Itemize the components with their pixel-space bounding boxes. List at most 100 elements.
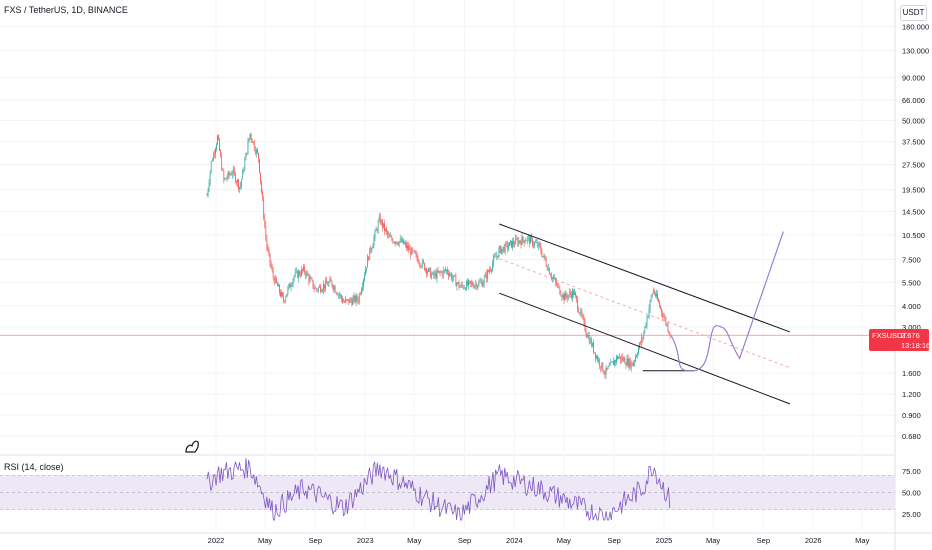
candle-body xyxy=(245,153,247,161)
candle-body xyxy=(602,362,604,372)
candle-body xyxy=(351,300,353,305)
candle-body xyxy=(336,293,338,296)
candle-body xyxy=(268,249,270,254)
candle-body xyxy=(460,283,462,287)
candle-body xyxy=(221,156,223,170)
candle-body xyxy=(590,339,592,347)
candle-body xyxy=(264,217,266,226)
candle-body xyxy=(585,330,587,335)
candle-body xyxy=(261,181,262,192)
candle-body xyxy=(378,216,380,222)
candle-body xyxy=(424,263,425,270)
rsi-axis: 75.00 50.00 25.00 xyxy=(902,467,921,519)
candle-body xyxy=(375,229,377,231)
time-tick-label: Sep xyxy=(607,536,620,545)
price-tick-label: 10.500 xyxy=(902,231,925,240)
candle-body xyxy=(493,257,495,264)
channel-mid-line xyxy=(499,258,791,369)
time-tick-label: May xyxy=(855,536,869,545)
candle-body xyxy=(267,247,269,250)
candle-body xyxy=(228,172,230,176)
candle-body xyxy=(530,236,531,244)
candle-body xyxy=(658,299,659,303)
candle-body xyxy=(511,240,512,248)
time-axis: 2022 May Sep 2023 May Sep 2024 May Sep 2025 May Sep… xyxy=(208,536,870,545)
candle-body xyxy=(583,317,585,321)
candle-body xyxy=(388,234,390,236)
candle-body xyxy=(429,268,430,269)
candle-body xyxy=(609,362,611,366)
time-tick-label: May xyxy=(258,536,272,545)
candle-body xyxy=(355,295,357,302)
candle-body xyxy=(453,275,455,278)
candle-body xyxy=(230,174,232,176)
candle-body xyxy=(553,277,554,279)
currency-button[interactable]: USDT xyxy=(900,5,927,21)
candle-body xyxy=(668,331,670,334)
candle-body xyxy=(440,271,442,273)
candle-body xyxy=(656,293,657,297)
candle-body xyxy=(607,366,609,369)
candle-body xyxy=(210,161,212,172)
badge-symbol: FXSUSDT xyxy=(872,331,908,340)
rsi-line xyxy=(206,458,671,522)
candle-body xyxy=(669,333,671,336)
candle-body xyxy=(451,273,453,280)
time-tick-label: 2025 xyxy=(656,536,673,545)
candle-body xyxy=(620,356,622,361)
candle-body xyxy=(529,236,530,244)
candle-body xyxy=(356,295,358,300)
candle-body xyxy=(634,360,635,363)
candle-body xyxy=(345,299,346,303)
candle-body xyxy=(390,236,392,238)
candle-body xyxy=(538,242,540,247)
candle-body xyxy=(376,229,378,231)
candle-body xyxy=(644,326,646,333)
candle-body xyxy=(500,246,502,254)
candle-body xyxy=(310,277,312,279)
candle-body xyxy=(632,362,634,366)
candle-body xyxy=(445,269,446,271)
candle-body xyxy=(272,270,274,278)
candle-body xyxy=(631,362,633,366)
candle-body xyxy=(642,337,644,339)
candle-body xyxy=(342,298,343,303)
candle-body xyxy=(471,282,472,284)
candle-body xyxy=(464,287,466,290)
price-tick-label: 180.000 xyxy=(902,23,929,32)
candle-body xyxy=(626,358,628,366)
candle-body xyxy=(287,287,289,294)
candle-body xyxy=(517,239,519,245)
candle-body xyxy=(525,240,527,242)
price-tick-label: 0.680 xyxy=(902,432,921,441)
candle-body xyxy=(548,268,550,275)
candle-body xyxy=(551,275,552,279)
candle-body xyxy=(474,285,476,288)
candle-body xyxy=(564,292,566,301)
candle-body xyxy=(300,274,301,276)
candle-body xyxy=(401,239,403,243)
candle-body xyxy=(285,297,287,302)
time-tick-label: Sep xyxy=(309,536,322,545)
candle-body xyxy=(608,365,610,367)
candle-body xyxy=(448,272,449,276)
candle-body xyxy=(226,178,228,179)
candle-body xyxy=(431,274,433,278)
price-tick-label: 1.200 xyxy=(902,390,921,399)
candle-body xyxy=(242,169,244,180)
candle-body xyxy=(232,169,234,174)
candle-body xyxy=(219,139,220,151)
candle-body xyxy=(478,281,480,286)
candle-body xyxy=(349,298,351,303)
candle-body xyxy=(270,262,272,268)
logo-icon xyxy=(185,440,199,453)
candle-body xyxy=(333,286,335,290)
candle-body xyxy=(581,310,583,316)
candle-body xyxy=(534,242,535,245)
candle-body xyxy=(383,223,384,228)
candle-body xyxy=(616,356,617,362)
candle-body xyxy=(640,342,642,344)
candle-body xyxy=(456,283,458,287)
